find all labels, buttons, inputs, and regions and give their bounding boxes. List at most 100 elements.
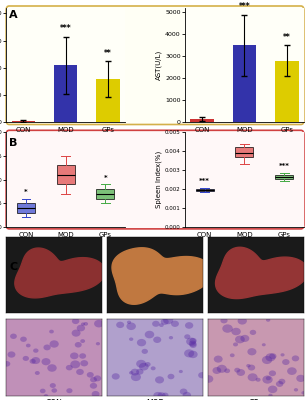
Bar <box>54 65 77 122</box>
Polygon shape <box>112 248 212 304</box>
Circle shape <box>151 366 156 370</box>
Circle shape <box>96 342 100 345</box>
Text: **: ** <box>104 49 112 58</box>
PathPatch shape <box>96 189 114 198</box>
Circle shape <box>233 342 238 346</box>
Circle shape <box>230 353 235 357</box>
Circle shape <box>116 322 124 328</box>
Circle shape <box>49 340 59 348</box>
Bar <box>190 119 214 122</box>
Circle shape <box>94 375 101 381</box>
Text: *: * <box>24 189 28 195</box>
Circle shape <box>292 356 299 361</box>
Circle shape <box>282 359 290 365</box>
Circle shape <box>157 392 165 399</box>
Circle shape <box>231 328 241 335</box>
Circle shape <box>70 360 80 368</box>
Circle shape <box>80 339 85 343</box>
Circle shape <box>31 357 40 364</box>
Circle shape <box>296 375 305 382</box>
Circle shape <box>139 363 149 370</box>
Circle shape <box>269 370 276 376</box>
Circle shape <box>198 372 206 378</box>
Circle shape <box>266 318 270 322</box>
Circle shape <box>294 388 298 392</box>
Text: A: A <box>9 10 18 20</box>
Circle shape <box>50 383 56 388</box>
Text: ***: *** <box>239 2 250 11</box>
Circle shape <box>190 342 197 348</box>
Text: B: B <box>9 138 17 148</box>
Circle shape <box>266 353 276 362</box>
Bar <box>12 121 35 122</box>
Circle shape <box>40 389 46 393</box>
Circle shape <box>189 338 197 344</box>
Circle shape <box>235 336 245 343</box>
Circle shape <box>268 386 278 393</box>
Circle shape <box>72 330 80 337</box>
Circle shape <box>90 383 97 389</box>
Circle shape <box>92 391 99 397</box>
Circle shape <box>204 375 213 383</box>
Circle shape <box>189 341 196 347</box>
Circle shape <box>136 360 146 368</box>
Text: ***: *** <box>199 178 210 184</box>
Circle shape <box>287 367 297 375</box>
Circle shape <box>220 318 227 323</box>
Circle shape <box>29 359 36 364</box>
Circle shape <box>281 353 285 356</box>
Circle shape <box>7 351 15 358</box>
Circle shape <box>155 376 164 384</box>
Circle shape <box>26 344 31 348</box>
Circle shape <box>185 322 193 329</box>
Circle shape <box>238 317 247 324</box>
Circle shape <box>186 338 196 346</box>
Circle shape <box>90 377 97 382</box>
Circle shape <box>127 321 131 324</box>
X-axis label: CON: CON <box>46 399 63 400</box>
Circle shape <box>10 334 17 339</box>
PathPatch shape <box>196 189 214 191</box>
X-axis label: GPs: GPs <box>249 399 263 400</box>
Circle shape <box>87 372 94 378</box>
Circle shape <box>301 391 306 395</box>
Circle shape <box>81 322 85 326</box>
Text: C: C <box>9 262 17 272</box>
Circle shape <box>43 344 51 350</box>
Circle shape <box>41 358 51 365</box>
Circle shape <box>70 352 79 359</box>
Circle shape <box>153 336 161 343</box>
Circle shape <box>268 394 273 397</box>
Polygon shape <box>216 247 307 298</box>
Circle shape <box>236 369 245 376</box>
Circle shape <box>79 353 86 359</box>
Circle shape <box>80 360 88 366</box>
Circle shape <box>169 336 173 339</box>
Circle shape <box>234 368 240 372</box>
Circle shape <box>52 388 57 393</box>
Text: ***: *** <box>60 24 72 33</box>
Circle shape <box>137 339 146 346</box>
Circle shape <box>184 334 190 339</box>
Circle shape <box>256 378 261 382</box>
Circle shape <box>44 394 48 398</box>
Circle shape <box>129 338 133 341</box>
Circle shape <box>161 318 169 325</box>
Circle shape <box>72 318 80 324</box>
Circle shape <box>152 321 160 327</box>
Circle shape <box>94 320 103 328</box>
Circle shape <box>262 343 266 346</box>
Circle shape <box>76 369 84 375</box>
Circle shape <box>217 365 227 373</box>
Circle shape <box>23 356 29 361</box>
PathPatch shape <box>17 203 35 213</box>
Circle shape <box>214 356 223 363</box>
Circle shape <box>145 331 154 338</box>
Circle shape <box>162 392 169 398</box>
Circle shape <box>188 351 198 358</box>
Circle shape <box>224 368 230 373</box>
Circle shape <box>248 373 258 381</box>
PathPatch shape <box>57 166 75 184</box>
Circle shape <box>35 371 40 375</box>
Circle shape <box>168 374 174 379</box>
